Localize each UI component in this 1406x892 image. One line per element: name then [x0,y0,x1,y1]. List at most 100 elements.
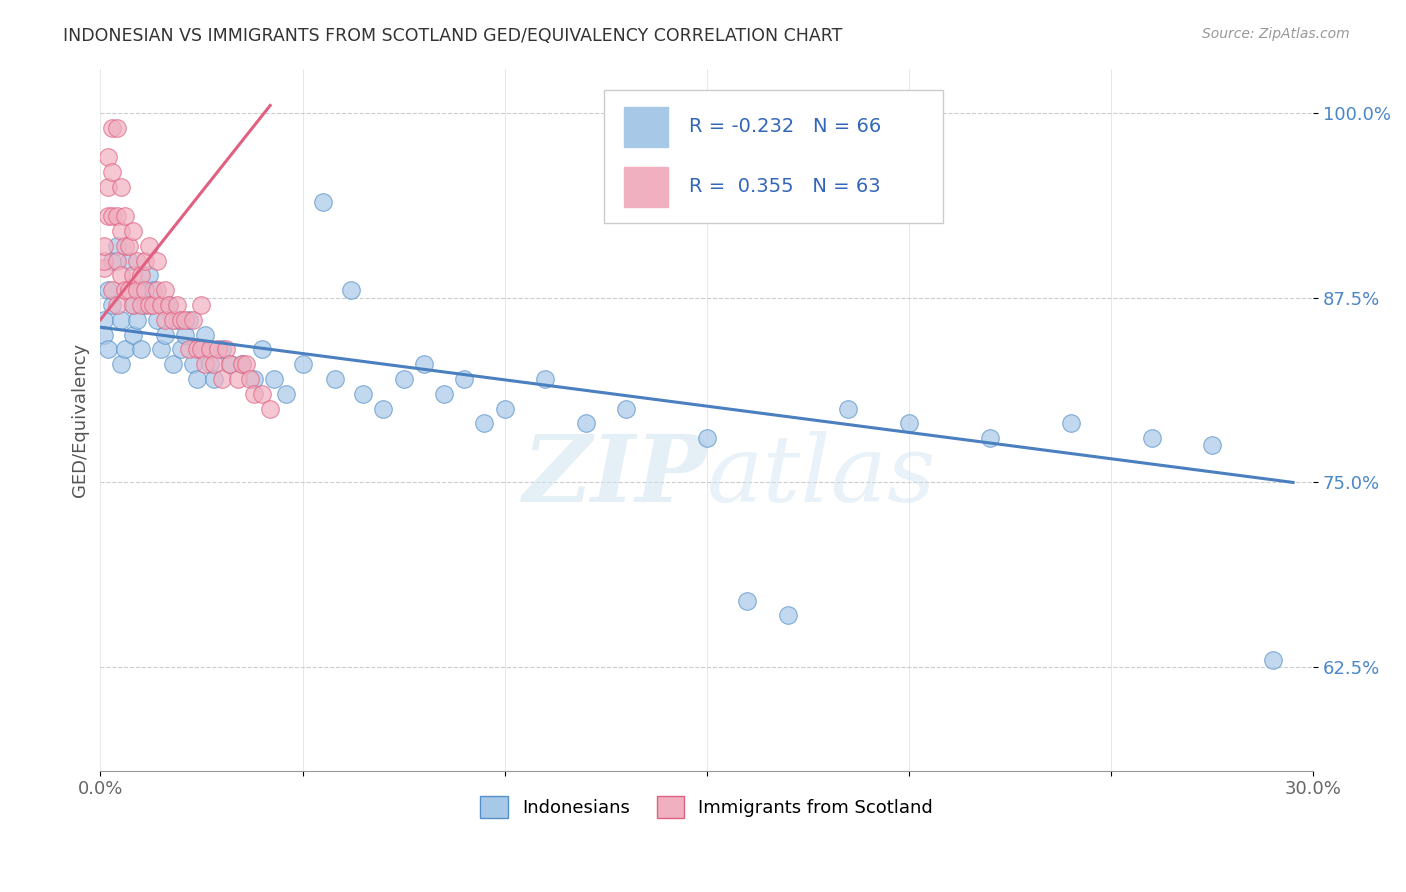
Text: Source: ZipAtlas.com: Source: ZipAtlas.com [1202,27,1350,41]
Point [1140,431,1163,445]
Point [231,357,253,371]
Point [170,313,193,327]
Point [93,261,115,276]
Point [1060,417,1083,431]
Point [574,417,596,431]
Point [474,417,496,431]
Point [110,357,132,371]
Point [121,298,143,312]
Point [93,239,115,253]
Point [534,372,557,386]
Point [118,239,141,253]
Point [146,313,169,327]
Point [93,253,115,268]
Point [129,268,152,283]
Point [150,298,173,312]
Point [93,327,115,342]
Point [101,283,124,297]
Point [153,327,176,342]
Point [105,120,128,135]
Point [190,343,212,357]
Point [138,268,160,283]
Point [134,298,156,312]
Point [101,210,124,224]
Legend: Indonesians, Immigrants from Scotland: Indonesians, Immigrants from Scotland [474,789,941,825]
Point [226,372,249,386]
Point [105,298,128,312]
Point [312,194,335,209]
Point [101,120,124,135]
Point [114,343,136,357]
Point [183,357,205,371]
Point [243,372,266,386]
Point [110,179,132,194]
Point [323,372,346,386]
Point [97,150,120,164]
Point [259,401,281,416]
Point [125,253,148,268]
Point [134,283,156,297]
Point [146,283,169,297]
Point [114,239,136,253]
Point [735,593,758,607]
Point [291,357,314,371]
Point [1201,438,1223,452]
Point [101,253,124,268]
Point [614,401,637,416]
Point [125,283,148,297]
Point [276,386,298,401]
Point [494,401,516,416]
Point [97,343,120,357]
Point [118,253,141,268]
Point [114,210,136,224]
Point [250,343,273,357]
Point [194,327,217,342]
Point [142,298,165,312]
Point [162,357,184,371]
Point [97,179,120,194]
Point [166,313,188,327]
Point [186,343,208,357]
Point [179,313,201,327]
Point [979,431,1001,445]
Point [243,386,266,401]
Point [110,313,132,327]
Point [170,343,193,357]
Point [174,313,197,327]
Point [153,313,176,327]
Point [235,357,257,371]
Point [179,343,201,357]
Point [211,372,233,386]
Point [121,327,143,342]
Y-axis label: GED/Equivalency: GED/Equivalency [72,343,89,497]
Text: INDONESIAN VS IMMIGRANTS FROM SCOTLAND GED/EQUIVALENCY CORRELATION CHART: INDONESIAN VS IMMIGRANTS FROM SCOTLAND G… [63,27,842,45]
Point [186,372,208,386]
Point [211,343,233,357]
Point [433,386,456,401]
Point [250,386,273,401]
Point [129,298,152,312]
Point [194,357,217,371]
Point [101,298,124,312]
Point [138,239,160,253]
Point [183,313,205,327]
Point [453,372,475,386]
Point [114,283,136,297]
Point [239,372,262,386]
Point [97,210,120,224]
Point [202,372,225,386]
Point [121,224,143,238]
Point [231,357,253,371]
Point [207,343,229,357]
Point [105,239,128,253]
Point [121,298,143,312]
Point [198,357,221,371]
Point [352,386,374,401]
Point [190,343,212,357]
Point [93,313,115,327]
Point [340,283,363,297]
Point [1261,653,1284,667]
Point [110,224,132,238]
Point [263,372,285,386]
Point [105,210,128,224]
